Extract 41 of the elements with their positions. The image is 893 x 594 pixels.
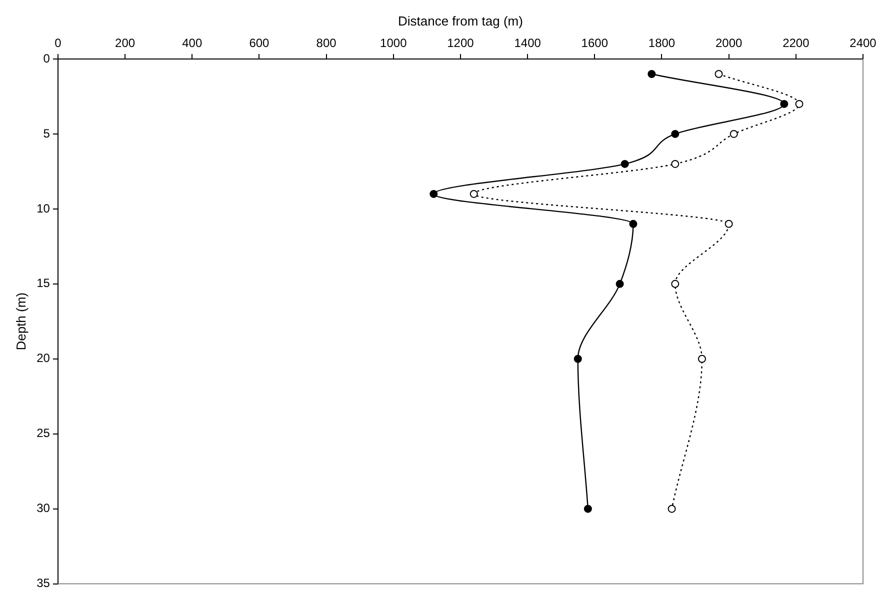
point bbox=[430, 190, 438, 198]
point bbox=[698, 354, 706, 363]
point bbox=[730, 130, 738, 138]
point bbox=[668, 504, 676, 513]
point bbox=[648, 70, 656, 78]
y-tick-label: 20 bbox=[36, 351, 50, 366]
point bbox=[629, 220, 638, 228]
point bbox=[724, 220, 733, 228]
y-tick-label: 35 bbox=[36, 576, 50, 590]
x-tick-label: 200 bbox=[115, 36, 136, 50]
point bbox=[714, 70, 723, 78]
x-tick-label: 800 bbox=[316, 36, 337, 50]
x-tick-label: 600 bbox=[249, 36, 270, 50]
point bbox=[671, 280, 680, 288]
point bbox=[574, 354, 582, 363]
y-tick-label: 0 bbox=[43, 51, 50, 66]
y-tick-label: 25 bbox=[36, 426, 50, 440]
x-tick-label: 1600 bbox=[581, 36, 608, 50]
point bbox=[671, 130, 680, 138]
y-tick-label: 30 bbox=[36, 501, 50, 516]
x-tick-label: 0 bbox=[54, 36, 62, 50]
x-tick-label: 400 bbox=[182, 36, 202, 50]
point bbox=[616, 280, 624, 288]
x-axis-title: Distance from tag (m) bbox=[398, 13, 523, 28]
point bbox=[620, 160, 629, 168]
point bbox=[671, 160, 680, 168]
x-tick-label: 2000 bbox=[715, 36, 742, 50]
y-tick-label: 10 bbox=[36, 201, 50, 216]
point bbox=[795, 100, 804, 108]
y-tick-label: 5 bbox=[43, 126, 50, 140]
point bbox=[470, 190, 478, 198]
x-tick-label: 2400 bbox=[850, 36, 877, 50]
x-tick-label: 1800 bbox=[648, 36, 676, 50]
x-tick-label: 1200 bbox=[447, 36, 474, 50]
x-tick-label: 2200 bbox=[782, 36, 810, 50]
x-tick-label: 1000 bbox=[380, 36, 408, 50]
point bbox=[584, 504, 592, 513]
point bbox=[780, 100, 788, 108]
y-tick-label: 15 bbox=[36, 276, 50, 290]
x-tick-label: 1400 bbox=[514, 36, 542, 50]
y-axis-title: Depth (m) bbox=[13, 292, 28, 350]
